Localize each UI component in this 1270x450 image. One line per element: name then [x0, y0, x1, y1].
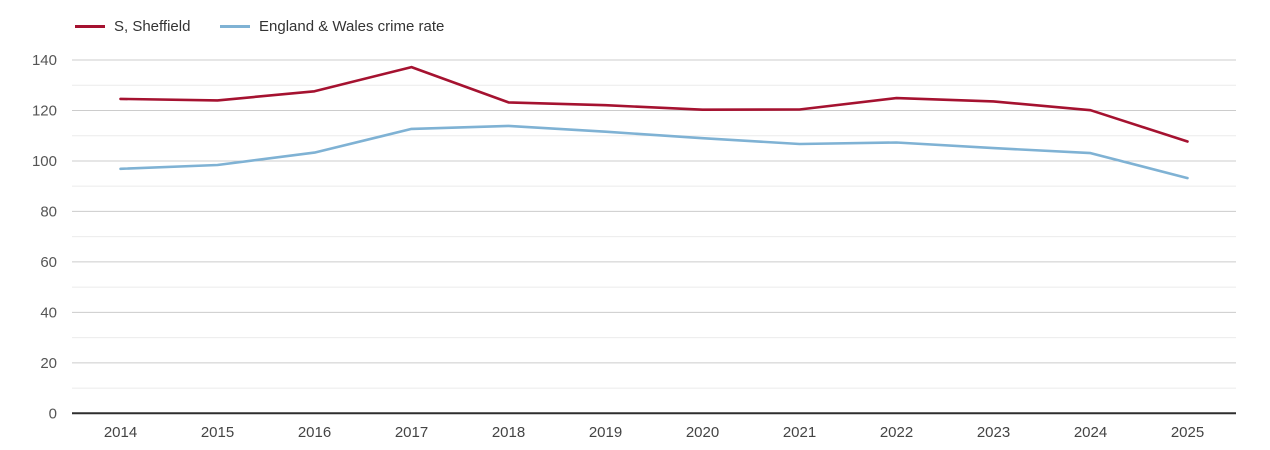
chart-legend: S, Sheffield England & Wales crime rate: [0, 0, 1270, 40]
x-tick-label: 2020: [686, 424, 719, 441]
y-tick-label: 20: [40, 355, 57, 372]
x-tick-label: 2016: [298, 424, 331, 441]
x-tick-label: 2017: [395, 424, 428, 441]
legend-label-england-wales: England & Wales crime rate: [259, 17, 445, 35]
y-tick-label: 120: [32, 102, 57, 119]
x-tick-label: 2018: [492, 424, 525, 441]
y-tick-label: 100: [32, 153, 57, 170]
legend-swatch-sheffield: [75, 24, 105, 28]
series-line-england-wales-crime-rate: [119, 124, 1189, 180]
x-tick-label: 2023: [977, 424, 1010, 441]
x-tick-label: 2021: [783, 424, 816, 441]
x-tick-label: 2015: [201, 424, 234, 441]
legend-item-england-wales: England & Wales crime rate: [220, 17, 444, 35]
series-line-s-sheffield: [119, 65, 1189, 143]
legend-label-sheffield: S, Sheffield: [114, 17, 191, 35]
x-tick-label: 2022: [880, 424, 913, 441]
legend-item-sheffield: S, Sheffield: [75, 17, 190, 35]
y-tick-label: 0: [49, 405, 57, 422]
y-tick-label: 80: [40, 203, 57, 220]
x-tick-label: 2024: [1074, 424, 1107, 441]
x-tick-label: 2025: [1171, 424, 1204, 441]
x-tick-label: 2014: [104, 424, 137, 441]
legend-swatch-england-wales: [220, 24, 250, 28]
y-tick-label: 40: [40, 304, 57, 321]
y-tick-label: 140: [32, 52, 57, 69]
x-tick-label: 2019: [589, 424, 622, 441]
y-tick-label: 60: [40, 254, 57, 271]
